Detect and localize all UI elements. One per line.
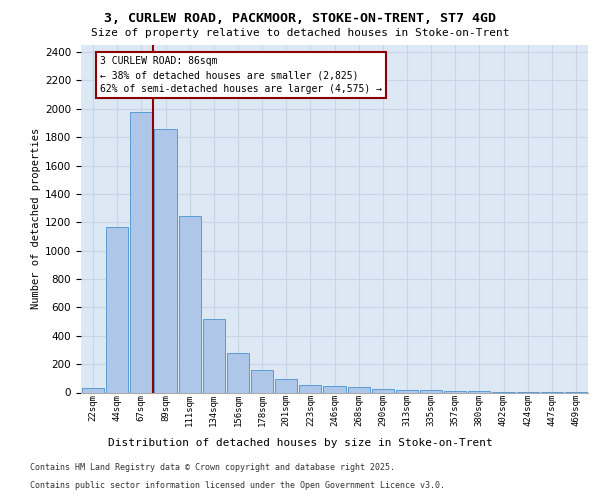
Bar xyxy=(82,388,104,392)
Bar xyxy=(251,370,273,392)
Bar xyxy=(444,391,466,392)
Bar xyxy=(203,320,225,392)
Bar xyxy=(371,390,394,392)
Bar xyxy=(154,130,176,392)
Text: Contains public sector information licensed under the Open Government Licence v3: Contains public sector information licen… xyxy=(30,481,445,490)
Text: 3 CURLEW ROAD: 86sqm
← 38% of detached houses are smaller (2,825)
62% of semi-de: 3 CURLEW ROAD: 86sqm ← 38% of detached h… xyxy=(100,56,382,94)
Text: 3, CURLEW ROAD, PACKMOOR, STOKE-ON-TRENT, ST7 4GD: 3, CURLEW ROAD, PACKMOOR, STOKE-ON-TRENT… xyxy=(104,12,496,26)
Bar xyxy=(420,390,442,392)
Text: Distribution of detached houses by size in Stoke-on-Trent: Distribution of detached houses by size … xyxy=(107,438,493,448)
Bar xyxy=(323,386,346,392)
Bar xyxy=(227,354,249,393)
Bar xyxy=(179,216,201,392)
Text: Size of property relative to detached houses in Stoke-on-Trent: Size of property relative to detached ho… xyxy=(91,28,509,38)
Text: Contains HM Land Registry data © Crown copyright and database right 2025.: Contains HM Land Registry data © Crown c… xyxy=(30,464,395,472)
Bar xyxy=(106,226,128,392)
Bar xyxy=(130,112,152,392)
Bar xyxy=(275,380,298,392)
Bar xyxy=(396,390,418,392)
Y-axis label: Number of detached properties: Number of detached properties xyxy=(31,128,41,310)
Bar xyxy=(347,387,370,392)
Bar xyxy=(299,385,322,392)
